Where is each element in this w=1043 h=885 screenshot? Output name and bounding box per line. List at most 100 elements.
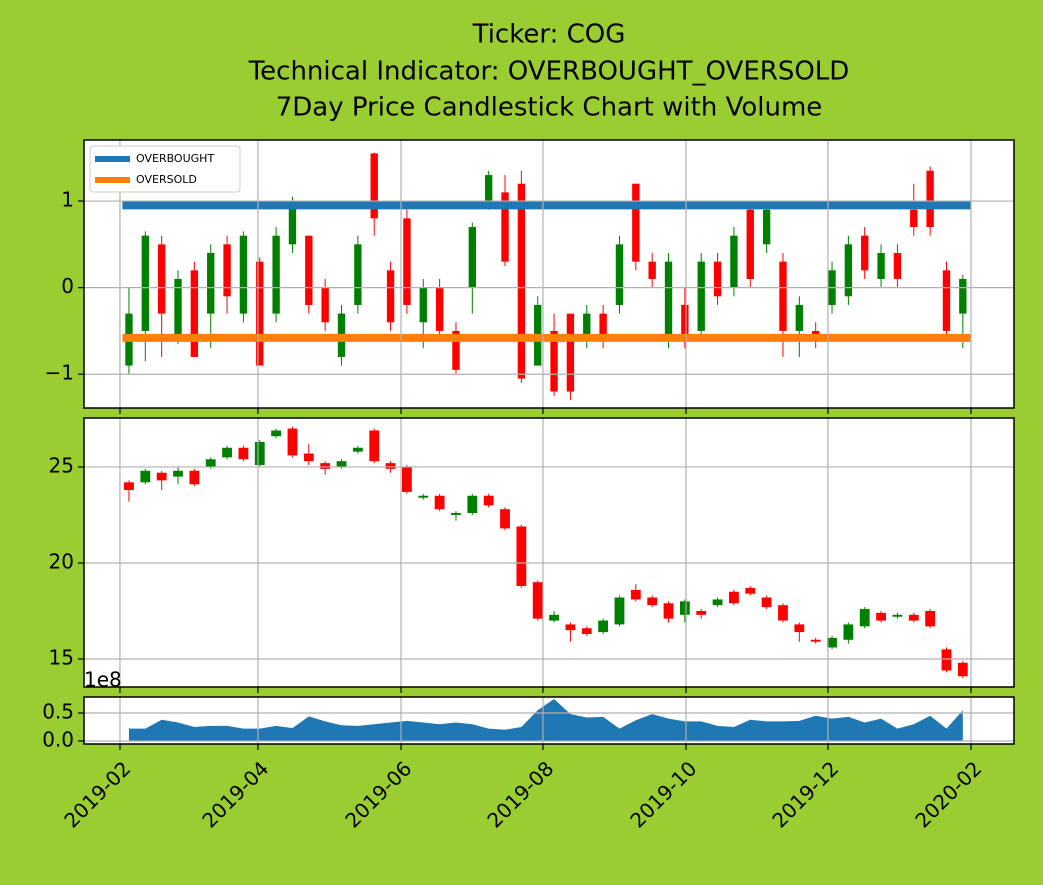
candle-body bbox=[174, 278, 182, 340]
candle-body bbox=[124, 482, 134, 491]
plot bbox=[124, 426, 968, 679]
candle-body bbox=[222, 447, 232, 458]
candle-body bbox=[140, 470, 151, 483]
candle-body bbox=[501, 192, 509, 262]
y-tick-label: 0 bbox=[61, 274, 74, 298]
candle-body bbox=[598, 620, 609, 633]
candle-body bbox=[566, 313, 575, 392]
candle-body bbox=[861, 235, 869, 271]
candle-body bbox=[648, 261, 656, 279]
x-tick-label: 2019-12 bbox=[767, 756, 843, 832]
candle-body bbox=[385, 463, 396, 469]
chart-title: Ticker: COG bbox=[472, 20, 626, 50]
candle-body bbox=[844, 244, 853, 297]
legend-label: OVERBOUGHT bbox=[136, 152, 214, 165]
candle-body bbox=[532, 582, 543, 619]
candle-body bbox=[403, 218, 411, 305]
candle-body bbox=[632, 183, 640, 262]
candle-body bbox=[910, 209, 918, 228]
candle-body bbox=[729, 591, 739, 604]
candle-body bbox=[516, 526, 527, 587]
candle-body bbox=[779, 261, 787, 331]
y-tick-label: 1 bbox=[61, 188, 74, 212]
candle-body bbox=[893, 253, 902, 279]
offset-label: 1e8 bbox=[84, 668, 122, 692]
candle-body bbox=[615, 244, 624, 305]
x-tick-label: 2019-02 bbox=[59, 756, 135, 832]
x-tick-label: 2019-08 bbox=[482, 756, 558, 832]
candle-body bbox=[892, 614, 903, 617]
candle-body bbox=[305, 235, 313, 305]
candle-body bbox=[795, 304, 804, 331]
y-tick-label: 25 bbox=[49, 453, 74, 477]
candle-body bbox=[827, 637, 837, 648]
candle-body bbox=[173, 470, 183, 477]
candle-body bbox=[794, 624, 805, 633]
plot-area bbox=[84, 418, 1014, 687]
candle-body bbox=[467, 495, 478, 514]
x-tick-label: 2020-02 bbox=[910, 756, 986, 832]
candle-body bbox=[207, 253, 215, 314]
candle-body bbox=[630, 589, 641, 600]
candle-body bbox=[256, 261, 264, 366]
frame bbox=[83, 417, 1015, 688]
candle-body bbox=[959, 278, 967, 314]
candle-body bbox=[647, 597, 658, 606]
x-tick-label: 2019-04 bbox=[197, 756, 273, 832]
candle-body bbox=[369, 430, 380, 462]
candle-body bbox=[287, 428, 298, 456]
y-tick-label: 0.5 bbox=[42, 700, 74, 724]
x-tick-label: 2019-10 bbox=[625, 756, 701, 832]
candle-body bbox=[761, 597, 772, 608]
candle-body bbox=[730, 235, 738, 288]
candle-body bbox=[745, 587, 756, 594]
candle-body bbox=[419, 287, 427, 323]
plot bbox=[128, 699, 963, 741]
candle-body bbox=[876, 612, 886, 621]
candle-body bbox=[810, 639, 821, 642]
plot bbox=[122, 152, 971, 401]
candle-body bbox=[565, 624, 576, 631]
candle-body bbox=[583, 313, 591, 340]
chart-title: Technical Indicator: OVERBOUGHT_OVERSOLD bbox=[248, 57, 850, 87]
candle-body bbox=[157, 244, 166, 314]
candle-body bbox=[468, 227, 476, 288]
frame bbox=[83, 696, 1015, 745]
frame bbox=[83, 139, 1015, 409]
y-tick-label: 20 bbox=[49, 549, 74, 573]
candle-body bbox=[370, 153, 378, 219]
candle-body bbox=[141, 235, 149, 331]
candle-body bbox=[435, 287, 444, 331]
y-tick-label: 15 bbox=[49, 645, 74, 669]
candle-body bbox=[386, 270, 395, 323]
candle-body bbox=[223, 244, 231, 297]
candle-body bbox=[271, 430, 282, 437]
candle-body bbox=[352, 447, 363, 452]
volume-area bbox=[128, 699, 963, 741]
legend-label: OVERSOLD bbox=[136, 173, 197, 186]
candle-body bbox=[354, 244, 362, 305]
candle-body bbox=[843, 624, 854, 640]
candle-body bbox=[254, 442, 265, 466]
candle-body bbox=[336, 461, 347, 467]
candle-body bbox=[663, 603, 674, 619]
candle-body bbox=[712, 599, 723, 606]
candle-body bbox=[239, 235, 248, 314]
candle-body bbox=[320, 463, 331, 469]
candle-body bbox=[778, 605, 788, 621]
candle-body bbox=[664, 261, 673, 340]
candle-body bbox=[549, 614, 559, 621]
candle-body bbox=[402, 466, 412, 492]
candle-body bbox=[697, 261, 705, 331]
candle-body bbox=[762, 209, 771, 245]
candle-body bbox=[303, 453, 314, 462]
candle-body bbox=[957, 662, 968, 677]
candle-body bbox=[483, 495, 494, 506]
candle-body bbox=[156, 472, 167, 481]
candle-body bbox=[272, 235, 280, 314]
candle-body bbox=[908, 614, 919, 621]
candle-body bbox=[581, 628, 592, 635]
candle-body bbox=[238, 447, 249, 460]
